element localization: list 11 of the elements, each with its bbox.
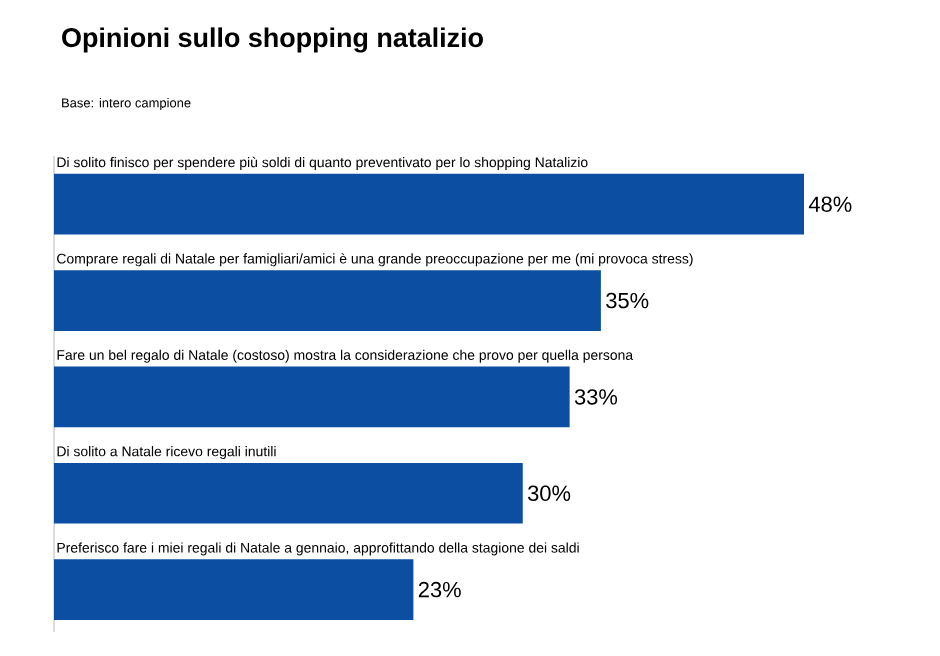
- data-label: 30%: [527, 485, 571, 502]
- chart-title: Opinioni sullo shopping natalizio: [62, 27, 483, 53]
- bar: [54, 173, 805, 235]
- bar: [54, 559, 414, 620]
- bar: [54, 462, 523, 524]
- bar: [54, 270, 601, 331]
- data-label: 48%: [808, 196, 852, 212]
- data-label: 23%: [418, 581, 461, 598]
- data-label: 33%: [574, 389, 618, 405]
- bar: [54, 366, 570, 428]
- data-label: 35%: [606, 292, 649, 309]
